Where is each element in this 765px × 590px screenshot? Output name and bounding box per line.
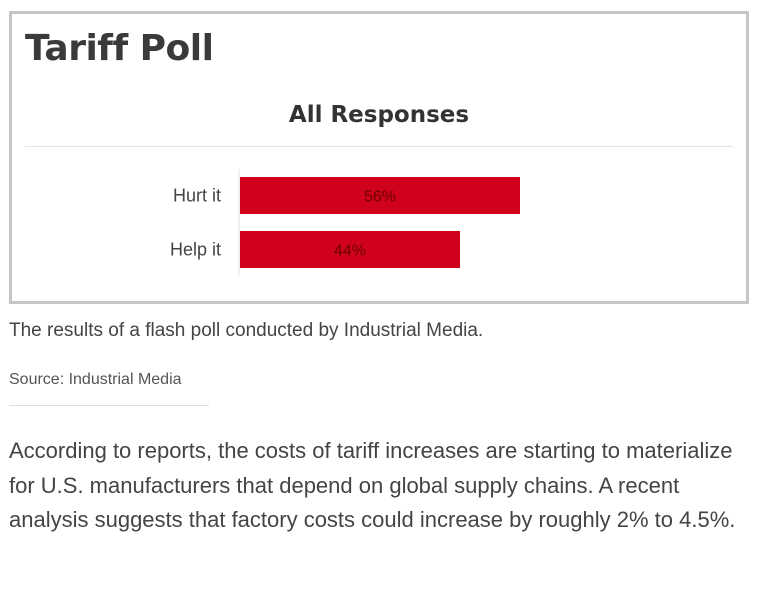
data-label: 44% — [334, 243, 366, 260]
figure-caption: The results of a flash poll conducted by… — [9, 320, 484, 341]
poll-title: Tariff Poll — [25, 28, 214, 69]
source-credit: Source: Industrial Media — [9, 371, 182, 388]
bar-chart: Hurt it 56% Help it 44% — [170, 169, 520, 276]
bar — [240, 177, 520, 214]
bar — [240, 231, 460, 268]
chart-title: All Responses — [288, 102, 470, 128]
data-label: 56% — [364, 189, 396, 206]
poll-card: Tariff Poll All Responses Hurt it 56% Help… — [9, 11, 749, 304]
category-label: Hurt it — [173, 186, 221, 206]
article-paragraph: According to reports, the costs of tarif… — [9, 438, 736, 532]
chart-divider — [25, 146, 733, 147]
category-label: Help it — [170, 240, 221, 260]
source-divider — [9, 405, 209, 406]
